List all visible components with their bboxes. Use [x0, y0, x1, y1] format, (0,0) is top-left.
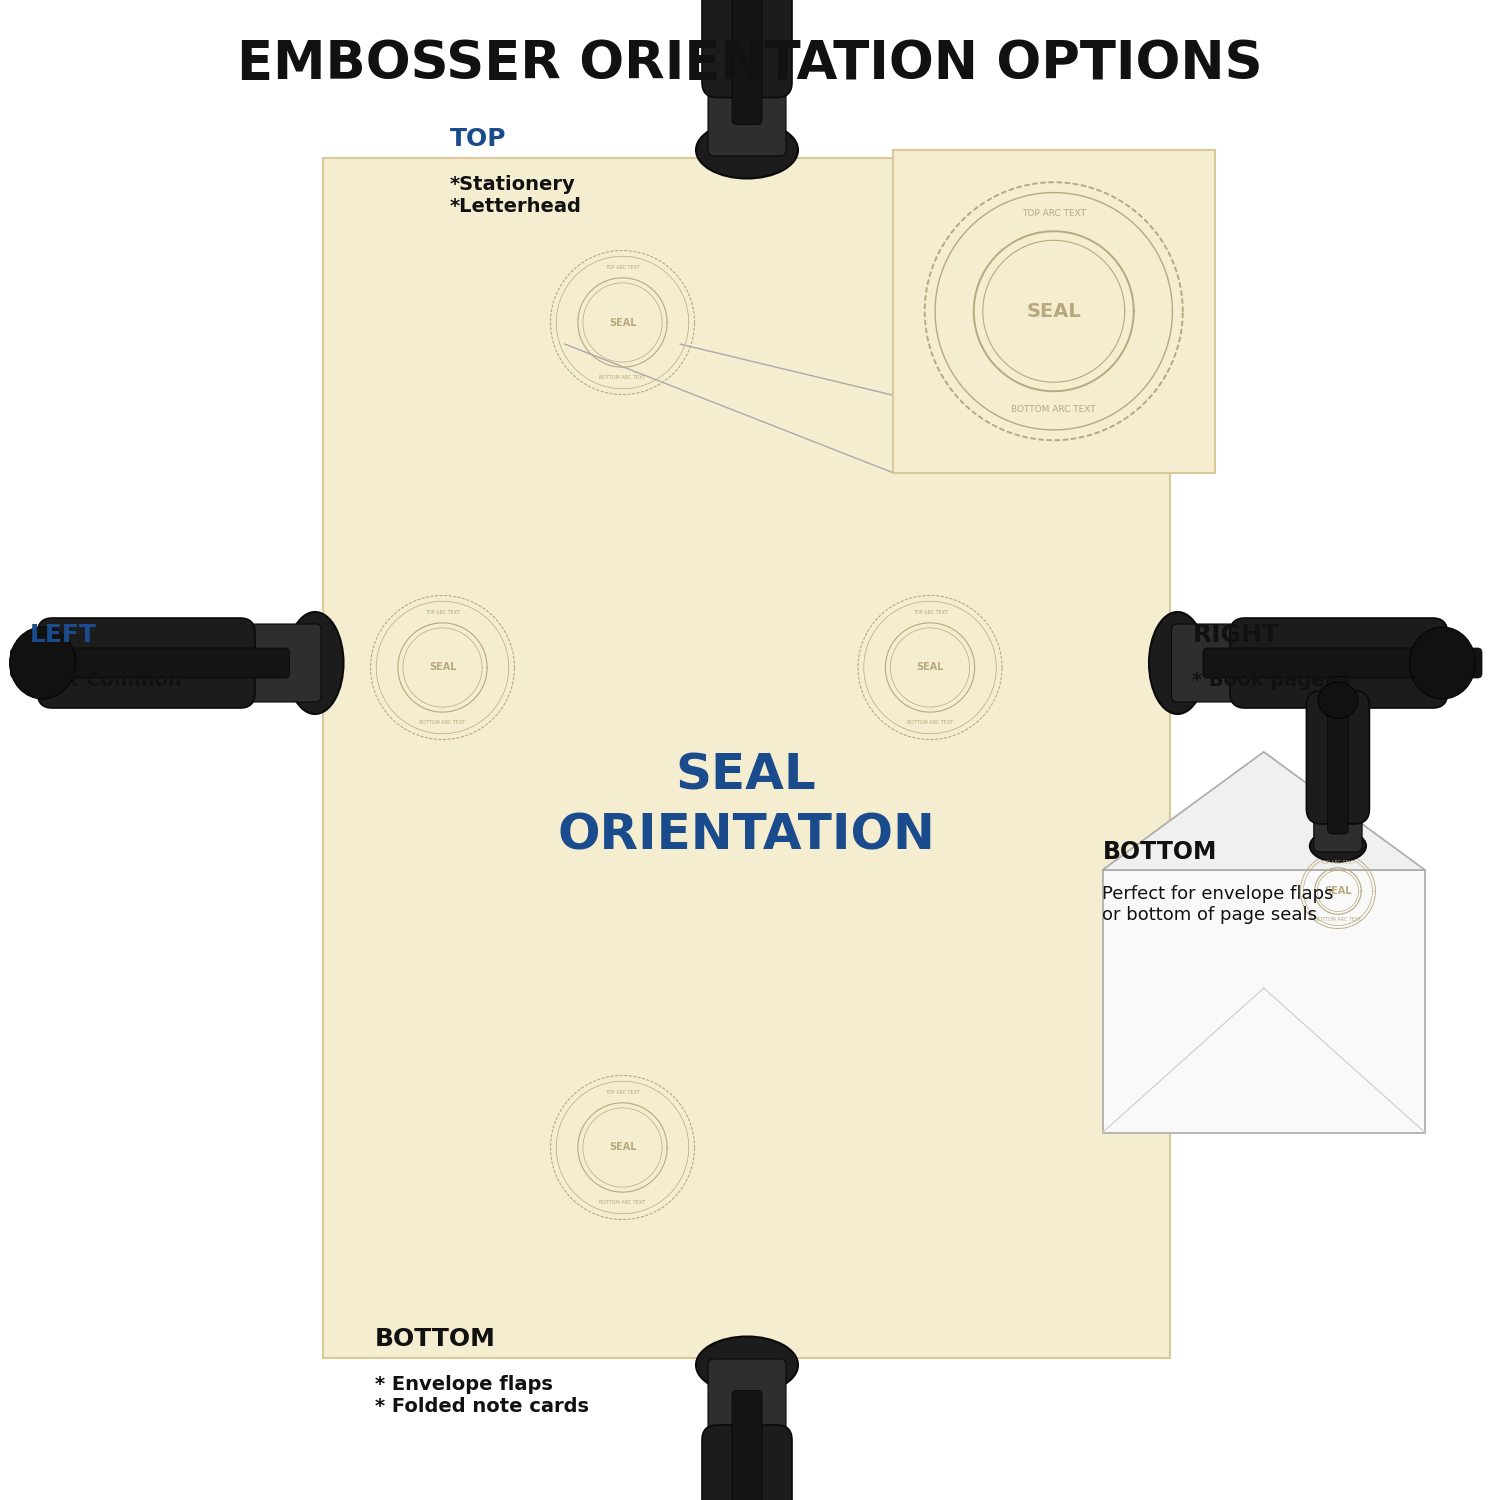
- FancyBboxPatch shape: [708, 1359, 786, 1454]
- FancyBboxPatch shape: [38, 618, 255, 708]
- Text: TOP ARC TEXT: TOP ARC TEXT: [1320, 859, 1356, 865]
- Text: BOTTOM ARC TEXT: BOTTOM ARC TEXT: [1011, 405, 1096, 414]
- Text: LEFT: LEFT: [30, 622, 98, 646]
- FancyBboxPatch shape: [732, 1390, 762, 1500]
- Text: BOTTOM ARC TEXT: BOTTOM ARC TEXT: [600, 375, 645, 380]
- Ellipse shape: [696, 122, 798, 178]
- Text: BOTTOM: BOTTOM: [1102, 840, 1216, 864]
- FancyBboxPatch shape: [322, 158, 1170, 1358]
- Text: TOP ARC TEXT: TOP ARC TEXT: [424, 610, 460, 615]
- Text: BOTTOM ARC TEXT: BOTTOM ARC TEXT: [420, 720, 465, 724]
- Text: *Stationery
*Letterhead: *Stationery *Letterhead: [450, 176, 582, 216]
- Text: TOP: TOP: [450, 128, 507, 152]
- FancyBboxPatch shape: [702, 0, 792, 98]
- FancyBboxPatch shape: [892, 150, 1215, 472]
- Text: TOP ARC TEXT: TOP ARC TEXT: [912, 610, 948, 615]
- FancyBboxPatch shape: [1172, 624, 1266, 702]
- Polygon shape: [1102, 752, 1425, 870]
- Ellipse shape: [696, 1336, 798, 1394]
- FancyBboxPatch shape: [10, 648, 290, 678]
- FancyBboxPatch shape: [1328, 676, 1348, 834]
- Ellipse shape: [286, 612, 344, 714]
- Ellipse shape: [1410, 627, 1476, 699]
- FancyBboxPatch shape: [1203, 648, 1482, 678]
- FancyBboxPatch shape: [1230, 618, 1448, 708]
- FancyBboxPatch shape: [1102, 870, 1425, 1132]
- FancyBboxPatch shape: [708, 62, 786, 156]
- Ellipse shape: [1318, 682, 1358, 718]
- Ellipse shape: [9, 627, 75, 699]
- Text: BOTTOM: BOTTOM: [375, 1328, 496, 1352]
- FancyBboxPatch shape: [226, 624, 321, 702]
- Text: SEAL: SEAL: [609, 1143, 636, 1152]
- Text: * Envelope flaps
* Folded note cards: * Envelope flaps * Folded note cards: [375, 1376, 590, 1416]
- Text: SEAL: SEAL: [1324, 886, 1352, 896]
- Ellipse shape: [1149, 612, 1206, 714]
- Text: BOTTOM ARC TEXT: BOTTOM ARC TEXT: [908, 720, 952, 724]
- FancyBboxPatch shape: [732, 0, 762, 124]
- FancyBboxPatch shape: [702, 1425, 792, 1500]
- Text: SEAL: SEAL: [1026, 302, 1082, 321]
- FancyBboxPatch shape: [1314, 795, 1362, 852]
- Text: SEAL: SEAL: [429, 663, 456, 672]
- Text: EMBOSSER ORIENTATION OPTIONS: EMBOSSER ORIENTATION OPTIONS: [237, 38, 1263, 90]
- FancyBboxPatch shape: [1306, 690, 1370, 824]
- Ellipse shape: [1310, 831, 1366, 861]
- Text: BOTTOM ARC TEXT: BOTTOM ARC TEXT: [600, 1200, 645, 1204]
- Text: * Book page: * Book page: [1192, 670, 1324, 690]
- Text: BOTTOM ARC TEXT: BOTTOM ARC TEXT: [1316, 916, 1360, 922]
- Text: SEAL: SEAL: [609, 318, 636, 327]
- Text: SEAL: SEAL: [916, 663, 944, 672]
- Text: Perfect for envelope flaps
or bottom of page seals: Perfect for envelope flaps or bottom of …: [1102, 885, 1334, 924]
- Text: TOP ARC TEXT: TOP ARC TEXT: [604, 1090, 640, 1095]
- Text: *Not Common: *Not Common: [30, 670, 182, 690]
- Text: TOP ARC TEXT: TOP ARC TEXT: [604, 266, 640, 270]
- Text: TOP ARC TEXT: TOP ARC TEXT: [1022, 209, 1086, 218]
- Text: SEAL
ORIENTATION: SEAL ORIENTATION: [558, 752, 934, 859]
- Text: RIGHT: RIGHT: [1192, 622, 1280, 646]
